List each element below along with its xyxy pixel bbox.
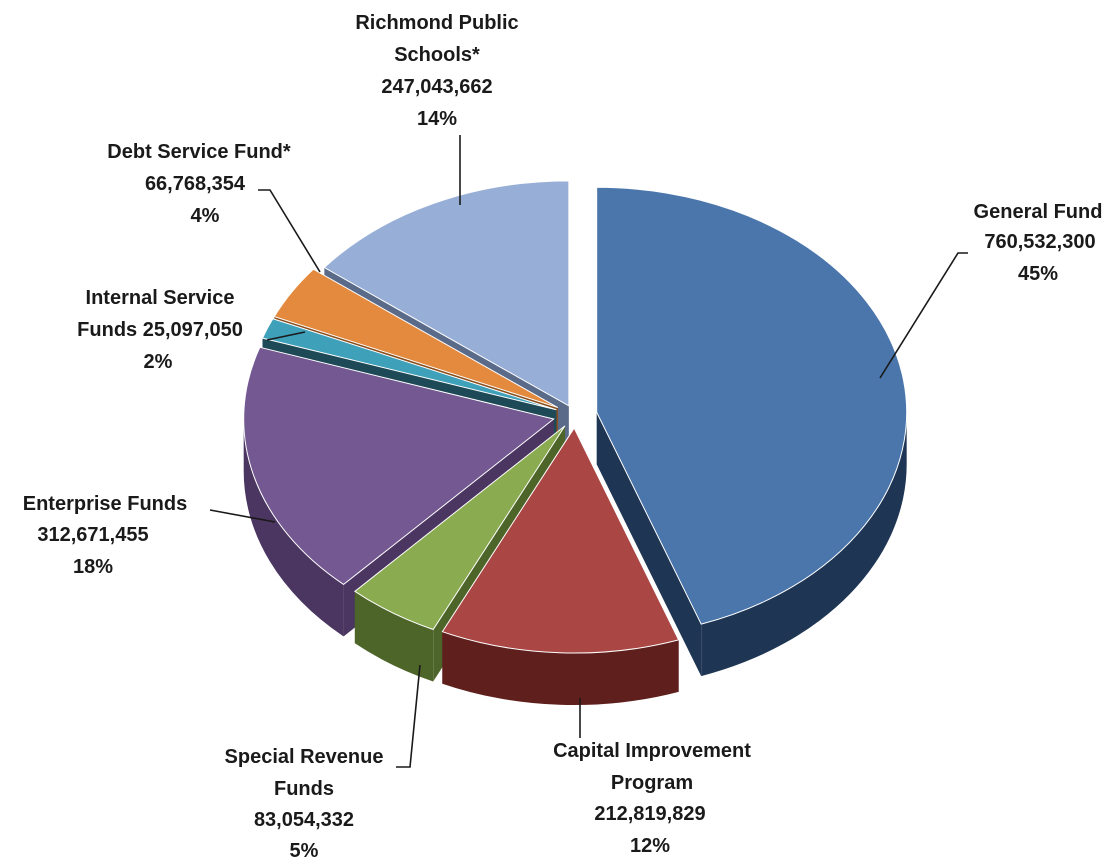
- slice-richmond-public-schools: [323, 180, 570, 407]
- label-capital-improvement: Capital Improvement Program 212,819,829 …: [553, 740, 751, 857]
- label-general-fund: General Fund 760,532,300 45%: [974, 201, 1103, 285]
- slice-side-capital-improvement-program: [442, 631, 679, 706]
- slice-side-enterprise-funds: [243, 418, 344, 637]
- slice-value-general-fund: 760,532,300: [984, 231, 1095, 253]
- slice-enterprise-funds: [243, 346, 555, 586]
- slice-debt-service-fund: [273, 268, 559, 409]
- slice-label-richmond-schools: Richmond Public: [355, 12, 518, 34]
- slice-label-richmond-schools-2: Schools*: [394, 44, 480, 66]
- leader-line-debt-service: [258, 189, 321, 273]
- slice-percent-internal-service: 2%: [144, 351, 173, 373]
- slice-percent-special-revenue: 5%: [290, 840, 319, 862]
- slice-label-special-revenue: Special Revenue: [225, 746, 384, 768]
- slice-side-special-revenue-funds: [354, 591, 434, 682]
- slice-value-special-revenue: 83,054,332: [254, 809, 354, 831]
- slice-label-capital-improvement-2: Program: [611, 772, 693, 794]
- slice-capital-improvement-program: [441, 427, 680, 654]
- label-internal-service: Internal Service Funds 25,097,050 2%: [77, 287, 243, 373]
- slice-percent-general-fund: 45%: [1018, 263, 1058, 285]
- label-debt-service: Debt Service Fund* 66,768,354 4%: [107, 141, 291, 227]
- label-special-revenue: Special Revenue Funds 83,054,332 5%: [225, 746, 384, 862]
- slice-label-general-fund: General Fund: [974, 201, 1103, 223]
- leader-line-general-fund: [879, 252, 968, 379]
- slice-special-revenue-funds: [354, 425, 566, 631]
- slice-side-general-fund: [701, 412, 907, 677]
- slice-label-enterprise-funds: Enterprise Funds: [23, 493, 187, 515]
- slice-value-richmond-schools: 247,043,662: [381, 76, 492, 98]
- slice-label-special-revenue-2: Funds: [274, 778, 334, 800]
- label-enterprise-funds: Enterprise Funds 312,671,455 18%: [23, 493, 187, 578]
- slice-percent-capital-improvement: 12%: [630, 835, 670, 857]
- leader-line-internal-service: [266, 331, 306, 341]
- label-richmond-schools: Richmond Public Schools* 247,043,662 14%: [355, 12, 518, 130]
- slice-label-internal-service: Internal Service: [86, 287, 235, 309]
- slice-percent-debt-service: 4%: [191, 205, 220, 227]
- leader-lines: [209, 135, 968, 768]
- leader-line-enterprise-funds: [209, 509, 276, 523]
- slice-percent-enterprise-funds: 18%: [73, 556, 113, 578]
- slice-internal-service-funds: [261, 318, 557, 411]
- slice-wall-general-fund-1: [596, 412, 702, 677]
- slice-label-debt-service: Debt Service Fund*: [107, 141, 291, 163]
- slice-percent-richmond-schools: 14%: [417, 108, 457, 130]
- slice-value-enterprise-funds: 312,671,455: [37, 524, 148, 546]
- slice-general-fund: [596, 186, 908, 625]
- slice-label-internal-service-2: Funds 25,097,050: [77, 319, 243, 341]
- slice-value-debt-service: 66,768,354: [145, 173, 246, 195]
- pie-top-layer: [243, 180, 908, 654]
- leader-line-special-revenue: [396, 664, 421, 768]
- slice-value-capital-improvement: 212,819,829: [594, 803, 705, 825]
- slice-label-capital-improvement: Capital Improvement: [553, 740, 751, 762]
